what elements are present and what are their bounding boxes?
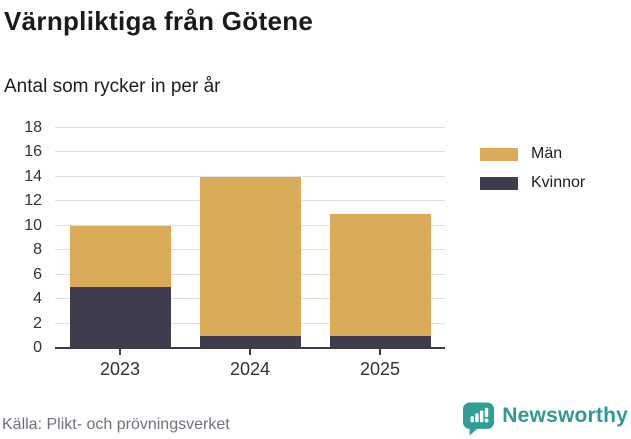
legend-item-kvinnor: Kvinnor xyxy=(480,175,585,191)
bars-layer: 2023 2024 2025 xyxy=(55,128,445,379)
newsworthy-logo: Newsworthy xyxy=(463,402,628,436)
stacked-bar-2024 xyxy=(199,128,301,348)
x-tick-2025 xyxy=(379,348,381,355)
y-tick-label-18: 18 xyxy=(24,119,42,136)
bar-segment-kvinnor-2024 xyxy=(199,335,301,348)
legend-swatch-män xyxy=(480,147,518,161)
y-tick-label-14: 14 xyxy=(24,167,42,185)
legend-label-kvinnor: Kvinnor xyxy=(531,174,586,191)
stacked-bar-2025 xyxy=(329,128,431,348)
bar-slot-2023: 2023 xyxy=(55,128,185,379)
bar-slot-2025: 2025 xyxy=(315,128,445,379)
legend: Män Kvinnor xyxy=(480,146,585,204)
newsworthy-chart-bubble-icon xyxy=(463,402,495,436)
x-tick-2023 xyxy=(119,348,121,355)
bar-segment-män-2024 xyxy=(199,176,301,336)
x-tick-label-2023: 2023 xyxy=(99,359,141,379)
bar-segment-kvinnor-2023 xyxy=(69,286,171,348)
bar-segment-män-2023 xyxy=(69,225,171,287)
stacked-bar-2023 xyxy=(69,128,171,348)
gridline-14 xyxy=(55,175,445,177)
y-tick-label-2: 2 xyxy=(33,314,42,332)
source-note: Källa: Plikt- och prövningsverket xyxy=(2,416,230,433)
chart-subtitle: Antal som rycker in per år xyxy=(4,76,221,97)
legend-item-män: Män xyxy=(480,146,585,162)
y-tick-label-4: 4 xyxy=(33,290,42,308)
bar-segment-män-2025 xyxy=(329,213,431,336)
legend-label-män: Män xyxy=(531,145,563,162)
legend-swatch-kvinnor xyxy=(480,176,518,190)
gridline-18 xyxy=(55,127,445,128)
bar-segment-kvinnor-2025 xyxy=(329,335,431,348)
bar-slot-2024: 2024 xyxy=(185,128,315,379)
x-tick-label-2024: 2024 xyxy=(229,359,271,379)
y-tick-label-0: 0 xyxy=(33,339,42,356)
gridline-16 xyxy=(55,151,445,153)
plot-area: 0 2 4 6 8 10 12 14 16 18 2023 2024 2025 xyxy=(24,120,445,379)
y-tick-label-12: 12 xyxy=(24,192,42,210)
x-tick-2024 xyxy=(249,348,251,355)
y-tick-label-8: 8 xyxy=(33,241,42,259)
y-tick-label-10: 10 xyxy=(24,216,42,234)
newsworthy-wordmark: Newsworthy xyxy=(502,404,628,427)
y-tick-label-16: 16 xyxy=(24,143,42,161)
y-tick-label-6: 6 xyxy=(33,265,42,283)
chart-title: Värnpliktiga från Götene xyxy=(4,6,314,36)
x-tick-label-2025: 2025 xyxy=(359,359,401,379)
